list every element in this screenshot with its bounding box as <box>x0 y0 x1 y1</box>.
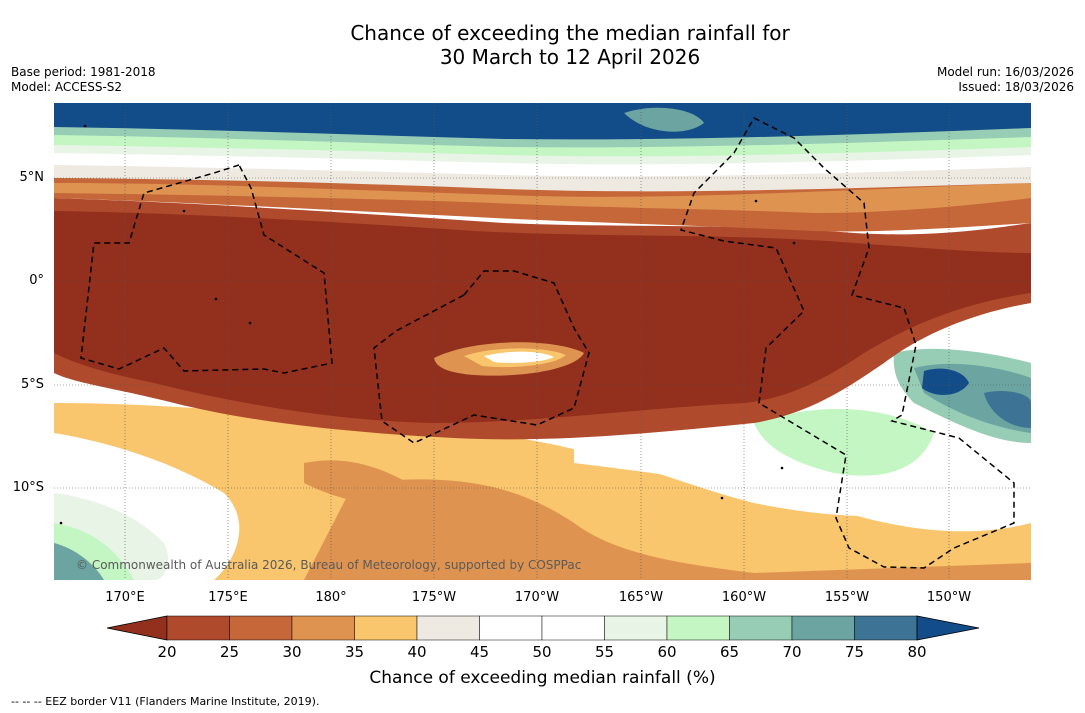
meta-right: Model run: 16/03/2026 Issued: 18/03/2026 <box>937 65 1074 95</box>
colorbar-segment <box>416 615 480 641</box>
lat-label-0: 0° <box>29 273 44 288</box>
title-line-1: Chance of exceeding the median rainfall … <box>350 21 790 45</box>
colorbar-tick-label: 80 <box>907 643 927 661</box>
region-20 <box>54 211 1031 423</box>
region-75n <box>624 107 704 132</box>
region-45 <box>54 163 1031 192</box>
colorbar-segment <box>291 615 355 641</box>
colorbar-svg <box>106 615 980 641</box>
colorbar-segment <box>666 615 730 641</box>
region-77 <box>984 391 1031 428</box>
copyright-text: © Commonwealth of Australia 2026, Bureau… <box>76 558 582 572</box>
model-text: Model: ACCESS-S2 <box>11 80 123 94</box>
island <box>59 521 63 525</box>
island <box>83 124 87 128</box>
region-70n <box>54 123 1031 148</box>
eez-legend-note: -- -- -- EEZ border V11 (Flanders Marine… <box>11 695 320 708</box>
lon-label-150w: 150°W <box>926 590 972 605</box>
lon-label-175w: 175°W <box>411 590 457 605</box>
base-period-text: Base period: 1981-2018 <box>11 65 156 79</box>
model-run-text: Model run: 16/03/2026 <box>936 65 1074 79</box>
island <box>214 297 218 301</box>
island <box>780 466 784 470</box>
island <box>720 496 724 500</box>
lon-label-165w: 165°W <box>618 590 664 605</box>
region-40 <box>54 403 1031 580</box>
island <box>182 209 186 213</box>
lon-label-180: 180° <box>315 590 347 605</box>
colorbar-tick-label: 35 <box>344 643 365 661</box>
colorbar-label: Chance of exceeding median rainfall (%) <box>369 668 716 688</box>
pocket-50 <box>484 351 554 363</box>
lon-label-175e: 175°E <box>208 590 248 605</box>
colorbar-segment <box>791 615 855 641</box>
eez-line-islands <box>680 117 1015 569</box>
colorbar-arrow-high <box>916 615 980 641</box>
colorbar-tick-label: 25 <box>219 643 240 661</box>
colorbar-tick-label: 75 <box>844 643 865 661</box>
colorbar-tick-label: 20 <box>157 643 177 661</box>
colorbar-segment <box>166 615 230 641</box>
colorbar-segment <box>854 615 918 641</box>
map-title: Chance of exceeding the median rainfall … <box>0 21 1085 69</box>
colorbar-segment <box>604 615 668 641</box>
rainfall-map: © Commonwealth of Australia 2026, Bureau… <box>54 103 1031 580</box>
island <box>754 199 758 203</box>
rainfall-map-svg <box>54 103 1031 580</box>
lat-label-5n: 5°N <box>19 170 45 185</box>
colorbar-segment <box>354 615 418 641</box>
lat-label-5s: 5°S <box>20 377 44 392</box>
colorbar-tick-label: 65 <box>719 643 740 661</box>
colorbar-tick-label: 45 <box>469 643 490 661</box>
island <box>248 321 252 325</box>
colorbar-segment <box>541 615 605 641</box>
lon-label-170w: 170°W <box>514 590 560 605</box>
colorbar-segment <box>479 615 543 641</box>
meta-left: Base period: 1981-2018 Model: ACCESS-S2 <box>11 65 156 95</box>
lon-label-160w: 160°W <box>721 590 767 605</box>
region-35 <box>304 479 1031 580</box>
colorbar-arrow-low <box>106 615 168 641</box>
title-line-2: 30 March to 12 April 2026 <box>439 45 701 69</box>
lon-label-155w: 155°W <box>824 590 870 605</box>
colorbar-tick-label: 40 <box>407 643 427 661</box>
colorbar-tick-label: 30 <box>282 643 302 661</box>
colorbar <box>105 614 981 646</box>
eez-borders <box>80 117 1015 569</box>
colorbar-segment <box>729 615 793 641</box>
lon-label-170e: 170°E <box>105 590 145 605</box>
region-80b <box>922 368 969 395</box>
colorbar-tick-label: 60 <box>657 643 677 661</box>
gridlines <box>54 103 1031 580</box>
colorbar-tick-label: 70 <box>782 643 802 661</box>
colorbar-tick-label: 50 <box>532 643 552 661</box>
region-75 <box>54 543 104 580</box>
lat-label-10s: 10°S <box>12 480 44 495</box>
islands <box>59 124 796 525</box>
eez-kiribati-gilbert <box>80 164 333 374</box>
region-65b <box>754 409 934 476</box>
region-35b <box>304 460 424 504</box>
island <box>792 241 796 245</box>
region-35n <box>54 183 1031 213</box>
colorbar-segment <box>229 615 293 641</box>
region-80 <box>54 103 1031 140</box>
colorbar-tick-label: 55 <box>594 643 615 661</box>
issued-text: Issued: 18/03/2026 <box>958 80 1074 94</box>
